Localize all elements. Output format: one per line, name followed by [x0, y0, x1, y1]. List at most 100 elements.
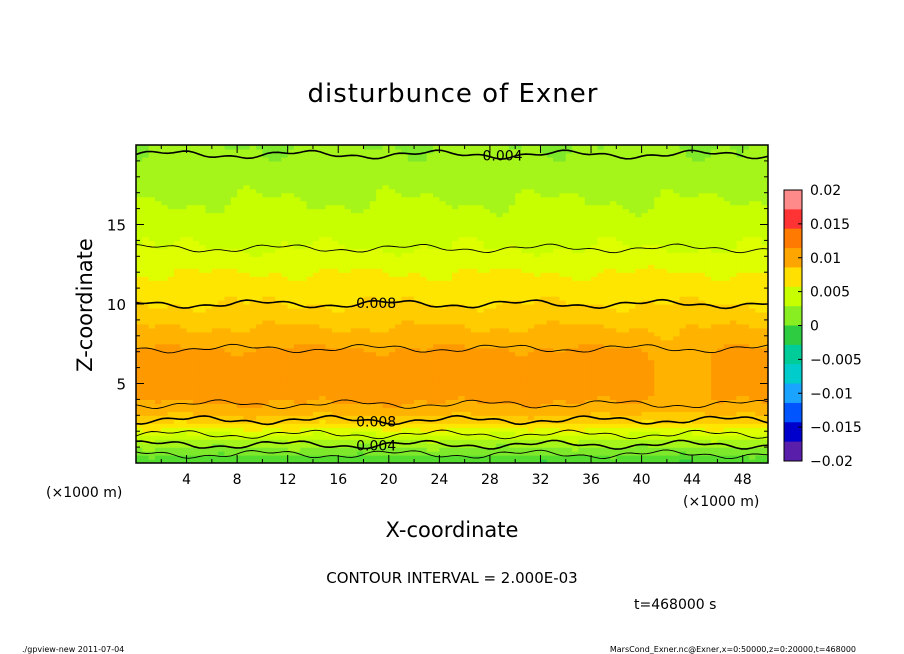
field-cell: [325, 145, 333, 150]
field-cell: [357, 296, 365, 301]
field-cell: [136, 359, 143, 365]
field-cell: [464, 216, 472, 222]
field-cell: [331, 276, 339, 281]
field-cell: [496, 184, 504, 190]
field-cell: [325, 435, 333, 440]
field-cell: [464, 188, 472, 194]
field-cell: [249, 355, 257, 361]
field-cell: [211, 427, 219, 432]
field-cell: [376, 459, 384, 463]
field-cell: [136, 164, 143, 170]
field-cell: [464, 160, 472, 166]
field-cell: [192, 196, 200, 202]
field-cell: [433, 204, 440, 210]
field-cell: [452, 200, 459, 206]
field-cell: [173, 152, 181, 158]
field-cell: [445, 228, 453, 234]
field-cell: [180, 407, 188, 412]
field-cell: [369, 256, 377, 261]
field-cell: [350, 379, 358, 385]
field-cell: [294, 176, 301, 182]
field-cell: [218, 367, 226, 373]
field-cell: [186, 311, 194, 317]
field-cell: [186, 391, 194, 397]
field-cell: [256, 228, 263, 234]
field-cell: [357, 284, 365, 289]
field-cell: [275, 288, 282, 293]
field-cell: [249, 236, 257, 241]
field-cell: [502, 196, 510, 202]
field-cell: [192, 395, 200, 400]
field-cell: [312, 248, 320, 253]
field-cell: [319, 327, 327, 333]
field-cell: [161, 351, 169, 357]
field-cell: [180, 403, 188, 408]
field-cell: [325, 292, 333, 297]
field-cell: [325, 343, 333, 349]
field-cell: [224, 288, 232, 293]
field-cell: [350, 176, 358, 182]
field-cell: [414, 208, 421, 214]
field-cell: [237, 188, 245, 194]
field-cell: [369, 363, 377, 369]
field-cell: [483, 423, 491, 428]
field-cell: [521, 451, 529, 456]
field-cell: [136, 196, 143, 202]
field-cell: [161, 188, 169, 194]
field-cell: [262, 196, 270, 202]
field-cell: [515, 387, 523, 393]
field-cell: [369, 371, 377, 377]
field-cell: [407, 176, 415, 182]
field-cell: [148, 347, 156, 353]
field-cell: [136, 399, 143, 404]
field-cell: [344, 419, 352, 424]
field-cell: [363, 240, 371, 245]
field-cell: [154, 439, 162, 444]
field-cell: [357, 383, 365, 389]
field-cell: [331, 459, 339, 463]
field-cell: [395, 304, 403, 309]
field-cell: [420, 228, 428, 234]
field-cell: [268, 240, 276, 245]
field-cell: [243, 419, 251, 424]
field-cell: [167, 248, 175, 253]
field-cell: [470, 315, 478, 321]
field-cell: [433, 184, 440, 190]
field-cell: [180, 236, 188, 241]
field-cell: [439, 160, 447, 166]
field-cell: [502, 391, 510, 397]
field-cell: [357, 248, 365, 253]
field-cell: [167, 371, 175, 377]
field-cell: [331, 236, 339, 241]
field-cell: [515, 383, 523, 389]
field-cell: [445, 292, 453, 297]
field-cell: [218, 296, 226, 301]
field-cell: [496, 403, 504, 408]
field-cell: [464, 447, 472, 452]
field-cell: [439, 451, 447, 456]
field-cell: [256, 288, 263, 293]
field-cell: [237, 383, 245, 389]
field-cell: [154, 391, 162, 397]
field-cell: [350, 252, 358, 257]
field-cell: [376, 176, 384, 182]
field-cell: [420, 216, 428, 222]
field-cell: [483, 292, 491, 297]
field-cell: [224, 415, 232, 420]
field-cell: [237, 343, 245, 349]
field-cell: [489, 331, 497, 337]
field-cell: [357, 260, 365, 265]
field-cell: [496, 339, 504, 345]
field-cell: [300, 184, 308, 190]
field-cell: [395, 192, 403, 198]
field-cell: [470, 451, 478, 456]
field-cell: [268, 391, 276, 397]
field-cell: [426, 228, 434, 234]
field-cell: [433, 451, 440, 456]
field-cell: [180, 288, 188, 293]
field-cell: [249, 228, 257, 234]
field-cell: [477, 145, 485, 150]
field-cell: [154, 220, 162, 226]
field-cell: [452, 307, 459, 313]
field-cell: [154, 451, 162, 456]
